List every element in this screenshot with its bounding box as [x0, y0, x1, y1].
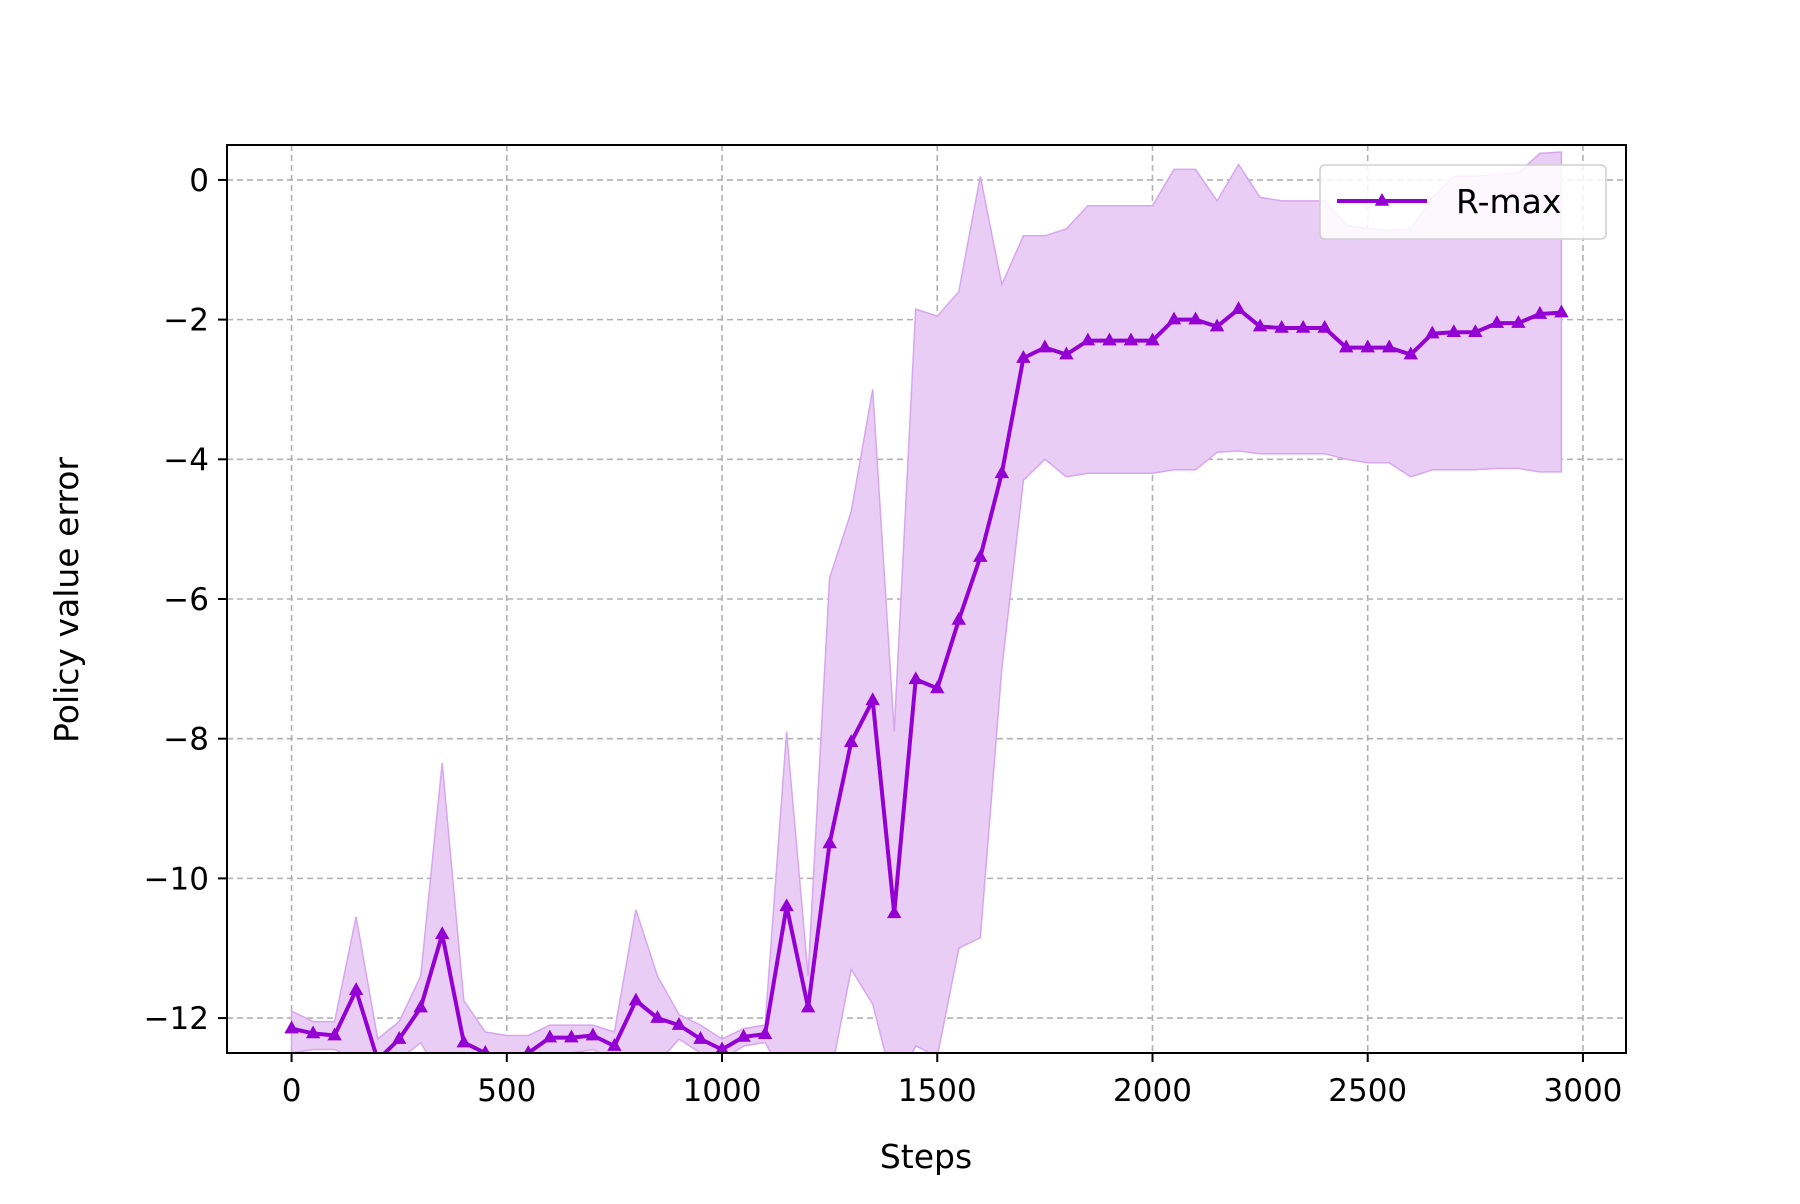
data-point — [1295, 319, 1311, 333]
data-point — [930, 680, 945, 694]
data-point — [327, 1027, 342, 1041]
data-point — [650, 1010, 665, 1023]
data-point — [973, 549, 988, 562]
data-point — [1274, 319, 1289, 333]
data-point — [865, 692, 880, 706]
x-tick-label: 1500 — [898, 1073, 977, 1109]
data-point — [1425, 325, 1440, 339]
data-point — [1209, 318, 1225, 332]
y-tick-label: 0 — [189, 163, 209, 199]
data-point — [1446, 324, 1462, 337]
series-markers — [284, 301, 1569, 1053]
data-point — [887, 905, 902, 919]
data-point — [1360, 339, 1375, 353]
data-point — [1059, 346, 1074, 360]
y-tick-label: −10 — [144, 861, 209, 897]
data-point — [757, 1026, 773, 1039]
legend: R-max — [1319, 164, 1607, 240]
y-tick-label: −4 — [163, 442, 209, 478]
data-point — [671, 1017, 687, 1030]
data-point — [994, 465, 1010, 479]
x-tick-label: 0 — [282, 1073, 302, 1109]
data-point — [693, 1031, 708, 1044]
data-point — [822, 835, 837, 849]
confidence-band — [290, 151, 1563, 1053]
data-point — [1511, 315, 1526, 328]
data-point — [1016, 350, 1031, 363]
data-point — [1252, 318, 1268, 332]
data-point — [523, 1045, 533, 1053]
data-point — [1554, 304, 1569, 318]
data-point — [564, 1029, 579, 1043]
data-point — [480, 1045, 490, 1053]
data-point — [607, 1038, 622, 1051]
y-tick-label: −2 — [163, 303, 209, 339]
data-point — [435, 926, 450, 940]
legend-marker-swatch — [1374, 193, 1390, 206]
x-tick-label: 1000 — [683, 1073, 762, 1109]
y-tick-label: −8 — [163, 722, 209, 758]
data-point — [951, 611, 966, 625]
data-point — [1403, 346, 1418, 360]
x-tick-label: 3000 — [1544, 1073, 1623, 1109]
data-point — [715, 1041, 729, 1053]
y-tick-label: −12 — [144, 1001, 209, 1037]
data-point — [1188, 311, 1203, 325]
data-point — [1532, 306, 1548, 319]
data-point — [585, 1027, 601, 1041]
y-axis-label: Policy value error — [47, 457, 86, 743]
y-axis-ticks: 0 −2 −4 −6 −8 −10 −12 — [144, 163, 227, 1037]
data-point — [1102, 332, 1117, 346]
data-point — [1145, 332, 1160, 346]
data-point — [348, 982, 364, 995]
data-point — [1468, 324, 1483, 337]
data-point — [284, 1020, 299, 1034]
data-point — [779, 898, 794, 912]
data-point — [391, 1031, 407, 1044]
data-point — [1489, 315, 1505, 328]
data-point — [908, 671, 923, 685]
x-tick-label: 2000 — [1113, 1073, 1192, 1109]
data-point — [736, 1028, 751, 1042]
data-point — [1166, 311, 1182, 325]
legend-box — [1319, 164, 1607, 240]
data-point — [1231, 301, 1246, 314]
data-point — [1037, 339, 1053, 353]
x-axis-label: Steps — [880, 1137, 972, 1176]
data-point — [1339, 339, 1354, 353]
x-axis-ticks: 0 500 1000 1500 2000 2500 3000 — [282, 1053, 1623, 1109]
data-point — [456, 1034, 471, 1048]
data-point — [628, 992, 644, 1006]
data-point — [1080, 332, 1096, 346]
data-point — [1382, 339, 1397, 353]
data-point — [413, 999, 428, 1013]
y-tick-label: −6 — [163, 582, 209, 618]
data-point — [800, 999, 816, 1013]
x-tick-label: 2500 — [1328, 1073, 1407, 1109]
data-point — [1123, 332, 1139, 346]
x-tick-label: 500 — [477, 1073, 536, 1109]
data-point — [542, 1029, 558, 1043]
data-point — [305, 1025, 321, 1039]
legend-label-r-max: R-max — [1456, 182, 1561, 221]
data-point — [1317, 319, 1332, 333]
data-point — [843, 734, 859, 747]
